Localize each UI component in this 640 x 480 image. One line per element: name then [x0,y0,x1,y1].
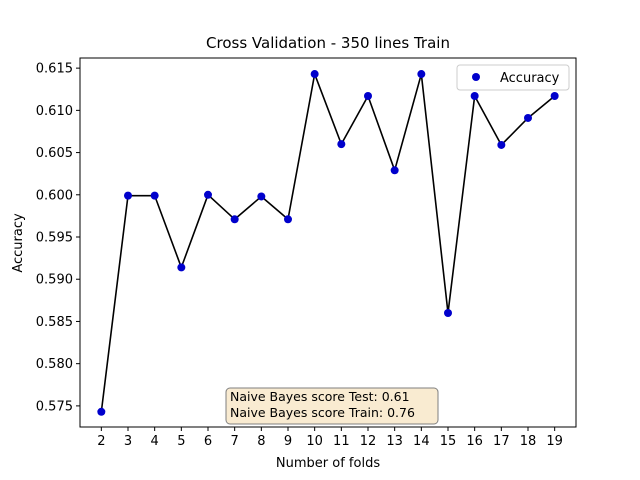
y-axis-label: Accuracy [11,213,26,273]
x-tick-label: 2 [97,434,105,449]
y-tick-label: 0.615 [36,62,73,77]
data-point [390,166,399,175]
score-annotation: Naive Bayes score Test: 0.61 Naive Bayes… [225,387,439,425]
x-tick-label: 16 [466,434,483,449]
y-tick-label: 0.580 [36,357,73,372]
data-point [470,91,479,100]
plot-area: 2 3 4 5 6 7 8 9 10 11 12 13 14 15 16 17 18 19 0.575 0.580 0.… [36,57,577,449]
y-tick-label: 0.590 [36,273,73,288]
data-point [310,70,319,79]
y-tick-label: 0.575 [36,399,73,414]
x-tick-label: 3 [124,434,132,449]
data-point [497,140,506,149]
x-tick-label: 15 [440,434,457,449]
annotation-test-score: Naive Bayes score Test: 0.61 [230,389,410,404]
legend-label: Accuracy [500,71,560,86]
legend: Accuracy [456,64,570,91]
data-point [337,140,346,149]
x-tick-label: 9 [284,434,292,449]
x-axis-label: Number of folds [276,456,380,471]
x-tick-label: 11 [333,434,350,449]
data-point [257,192,266,201]
data-point [150,191,159,200]
data-point [230,215,239,224]
x-tick-label: 18 [520,434,537,449]
axes-frame [79,57,577,428]
chart-title: Cross Validation - 350 lines Train [206,34,450,52]
data-point [177,263,186,272]
data-point [284,215,292,224]
y-tick-label: 0.600 [36,188,73,203]
data-point [550,91,559,100]
x-tick-label: 12 [360,434,377,449]
legend-marker-icon [472,73,480,81]
y-tick-label: 0.610 [36,104,73,119]
annotation-box [225,387,439,425]
x-tick-label: 5 [177,434,185,449]
legend-frame [456,64,570,91]
y-tick-label: 0.595 [36,231,73,246]
x-tick-label: 6 [204,434,212,449]
x-tick-label: 7 [231,434,239,449]
x-tick-label: 13 [386,434,403,449]
x-tick-label: 8 [257,434,265,449]
data-point [524,113,532,122]
annotation-train-score: Naive Bayes score Train: 0.76 [230,405,415,420]
accuracy-series-line [100,73,556,412]
data-point [97,407,106,416]
y-tick-label: 0.585 [36,315,73,330]
data-point [444,309,452,318]
data-point [124,191,132,200]
x-tick-label: 4 [151,434,159,449]
x-tick-label: 14 [413,434,430,449]
y-tick-label: 0.605 [36,146,73,161]
data-point [364,91,372,100]
x-tick-label: 17 [493,434,510,449]
data-point [417,70,426,79]
x-tick-label: 19 [546,434,563,449]
data-point [204,190,212,199]
x-tick-label: 10 [306,434,323,449]
